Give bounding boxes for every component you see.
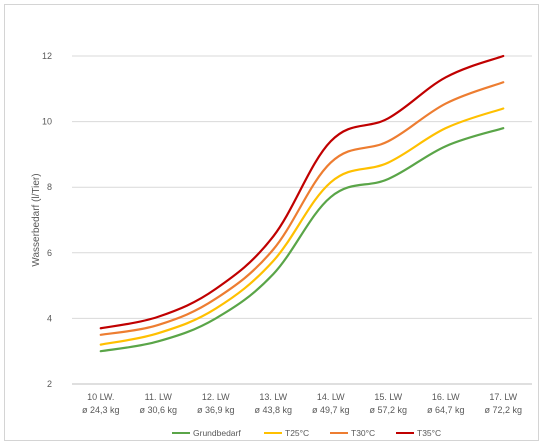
y-tick-label: 2 bbox=[47, 379, 52, 389]
chart-frame bbox=[4, 4, 539, 441]
series-line-t25-c bbox=[99, 107, 505, 346]
x-tick-sublabel: ø 36,9 kg bbox=[197, 405, 235, 415]
y-tick-label: 6 bbox=[47, 248, 52, 258]
x-tick-label: 12. LW bbox=[202, 392, 230, 402]
series-lines bbox=[99, 54, 505, 353]
series-line-grundbedarf bbox=[99, 127, 505, 353]
legend-item: Grundbedarf bbox=[172, 428, 241, 438]
legend-label: T25°C bbox=[285, 428, 309, 438]
x-tick-sublabel: ø 64,7 kg bbox=[427, 405, 465, 415]
x-tick-sublabel: ø 72,2 kg bbox=[484, 405, 522, 415]
x-tick-label: 11. LW bbox=[145, 392, 173, 402]
legend-item: T35°C bbox=[396, 428, 441, 438]
legend-label: Grundbedarf bbox=[193, 428, 241, 438]
x-tick-label: 14. LW bbox=[317, 392, 345, 402]
x-tick-label: 15. LW bbox=[374, 392, 402, 402]
x-tick-sublabel: ø 57,2 kg bbox=[369, 405, 407, 415]
x-axis-ticks: 10 LW. ø 24,3 kg 11. LW ø 30,6 kg 12. LW ø 36… bbox=[82, 392, 522, 415]
y-tick-label: 10 bbox=[42, 117, 52, 127]
y-tick-label: 4 bbox=[47, 313, 52, 323]
legend: Grundbedarf T25°C T30°C T35°C bbox=[172, 428, 441, 438]
series-line-t35-c bbox=[99, 54, 505, 330]
x-tick-sublabel: ø 30,6 kg bbox=[139, 405, 177, 415]
x-tick-label: 17. LW bbox=[489, 392, 517, 402]
x-tick-sublabel: ø 24,3 kg bbox=[82, 405, 120, 415]
y-axis-title: Wasserbedarf (l/Tier) bbox=[31, 173, 42, 266]
x-tick-sublabel: ø 43,8 kg bbox=[254, 405, 292, 415]
legend-label: T30°C bbox=[351, 428, 375, 438]
x-tick-label: 10 LW. bbox=[87, 392, 114, 402]
series-line-t30-c bbox=[99, 81, 505, 336]
x-tick-sublabel: ø 49,7 kg bbox=[312, 405, 350, 415]
y-tick-label: 12 bbox=[42, 51, 52, 61]
y-tick-label: 8 bbox=[47, 182, 52, 192]
legend-item: T30°C bbox=[330, 428, 375, 438]
legend-item: T25°C bbox=[264, 428, 309, 438]
x-tick-label: 13. LW bbox=[259, 392, 287, 402]
legend-label: T35°C bbox=[417, 428, 441, 438]
grid-lines bbox=[72, 55, 532, 385]
y-axis-ticks: 2 4 6 8 10 12 bbox=[42, 51, 52, 389]
x-tick-label: 16. LW bbox=[432, 392, 460, 402]
